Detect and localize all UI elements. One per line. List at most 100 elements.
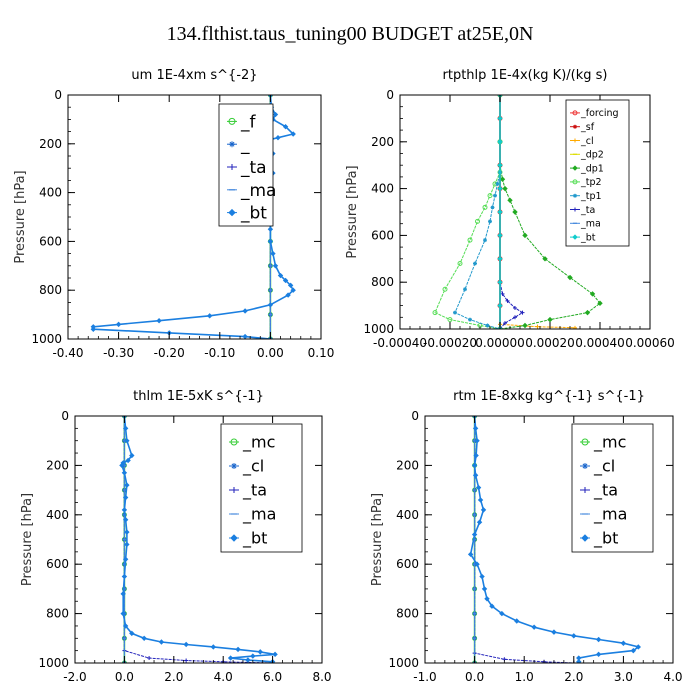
data-point <box>277 272 284 279</box>
data-point <box>497 115 503 122</box>
x-tick-label: -0.20 <box>154 346 185 360</box>
data-point <box>497 279 503 285</box>
legend-label: _bt <box>593 529 618 549</box>
data-point <box>497 232 503 239</box>
legend-marker <box>582 487 588 493</box>
data-point <box>476 519 483 525</box>
series-line-tp2 <box>434 95 501 329</box>
plot-frame <box>67 94 322 340</box>
series-line-cl <box>499 95 576 329</box>
data-point <box>267 238 274 245</box>
data-point <box>589 291 596 297</box>
data-point <box>493 193 497 198</box>
data-point <box>129 452 135 459</box>
data-point <box>481 586 488 592</box>
data-point <box>477 497 484 503</box>
legend-marker <box>229 141 235 148</box>
y-tick-label: 0 <box>54 88 62 102</box>
legend-marker <box>573 124 577 129</box>
y-tick-label: 200 <box>396 458 419 472</box>
legend-label: _ <box>240 135 250 155</box>
x-tick-label: -0.00020 <box>423 336 477 350</box>
panel-title: rtm 1E-8xkg kg^{-1} s^{-1} <box>453 389 645 404</box>
data-point <box>497 302 503 309</box>
data-point <box>542 256 548 262</box>
legend-marker <box>231 463 237 469</box>
legend-label: _tp1 <box>580 191 602 202</box>
y-tick-label: 0 <box>386 88 394 102</box>
data-point <box>475 484 482 491</box>
data-point <box>282 277 289 284</box>
data-point <box>635 644 641 650</box>
data-point <box>522 322 528 329</box>
data-point <box>272 263 279 269</box>
legend-marker <box>582 463 588 469</box>
x-tick-label: -0.10 <box>204 346 235 360</box>
data-point <box>474 437 480 444</box>
legend-marker <box>572 234 578 240</box>
legend-box <box>218 103 274 227</box>
data-point <box>471 531 478 538</box>
legend-marker <box>572 110 578 116</box>
data-point <box>472 472 479 478</box>
legend-label: _bt <box>240 204 267 224</box>
data-point <box>120 591 126 597</box>
y-tick-label: 800 <box>46 607 69 621</box>
data-point <box>487 193 493 199</box>
data-point <box>290 131 296 137</box>
data-point <box>242 308 248 314</box>
data-point <box>495 181 500 186</box>
legend-marker <box>572 165 578 171</box>
y-tick-label: 800 <box>371 275 394 289</box>
data-point <box>497 185 503 192</box>
data-point <box>432 310 438 316</box>
data-point <box>547 316 553 323</box>
panel-3: thlm 1E-5xK s^{-1} Pressure [hPa] -2.0 0.0 2… <box>20 389 332 684</box>
legend: _mc _cl _ta _ma _bt <box>220 423 303 553</box>
data-point <box>267 226 274 232</box>
legend-label: _tp2 <box>580 177 602 188</box>
panel-2: rtpthlp 1E-4x(kg K)/(kg s) Pressure [hPa]… <box>345 68 675 350</box>
data-point <box>513 315 517 320</box>
x-tick-label: 0.00 <box>257 346 284 360</box>
data-point <box>513 305 517 310</box>
data-point <box>121 470 128 476</box>
legend-marker <box>228 117 236 125</box>
data-point <box>514 618 520 624</box>
legend-label: _ma <box>240 181 276 201</box>
data-point <box>287 282 294 289</box>
y-tick-label: 200 <box>39 137 62 151</box>
legend-marker <box>228 208 236 217</box>
y-axis-label: Pressure [hPa] <box>20 493 35 586</box>
series-group <box>432 95 603 329</box>
data-point <box>482 204 488 210</box>
data-point <box>630 647 637 654</box>
y-tick-label: 600 <box>371 228 394 242</box>
y-tick-label: 600 <box>396 557 419 571</box>
panel-title: rtpthlp 1E-4x(kg K)/(kg s) <box>443 68 608 83</box>
figure-title: 134.flthist.taus_tuning00 BUDGET at25E,0… <box>167 23 534 45</box>
data-point <box>257 649 263 655</box>
data-point <box>467 237 473 243</box>
data-point <box>620 640 627 646</box>
data-point <box>467 551 474 558</box>
data-point <box>505 298 510 303</box>
data-point <box>471 462 478 469</box>
data-point <box>463 287 467 292</box>
y-tick-label: 400 <box>39 186 62 200</box>
y-tick-label: 1000 <box>31 332 62 346</box>
data-point <box>235 646 241 653</box>
legend-label: _cl <box>593 457 615 477</box>
x-tick-label: 0.00000 <box>475 336 525 350</box>
x-tick-label: -0.00040 <box>373 336 427 350</box>
x-tick-label: 0.00060 <box>625 336 675 350</box>
y-tick-label: 400 <box>371 182 394 196</box>
data-point <box>551 629 557 635</box>
legend-marker <box>230 534 238 542</box>
data-point <box>119 462 125 469</box>
data-point <box>520 310 525 315</box>
data-point <box>122 425 129 432</box>
data-point <box>595 651 602 658</box>
data-point <box>497 256 503 262</box>
